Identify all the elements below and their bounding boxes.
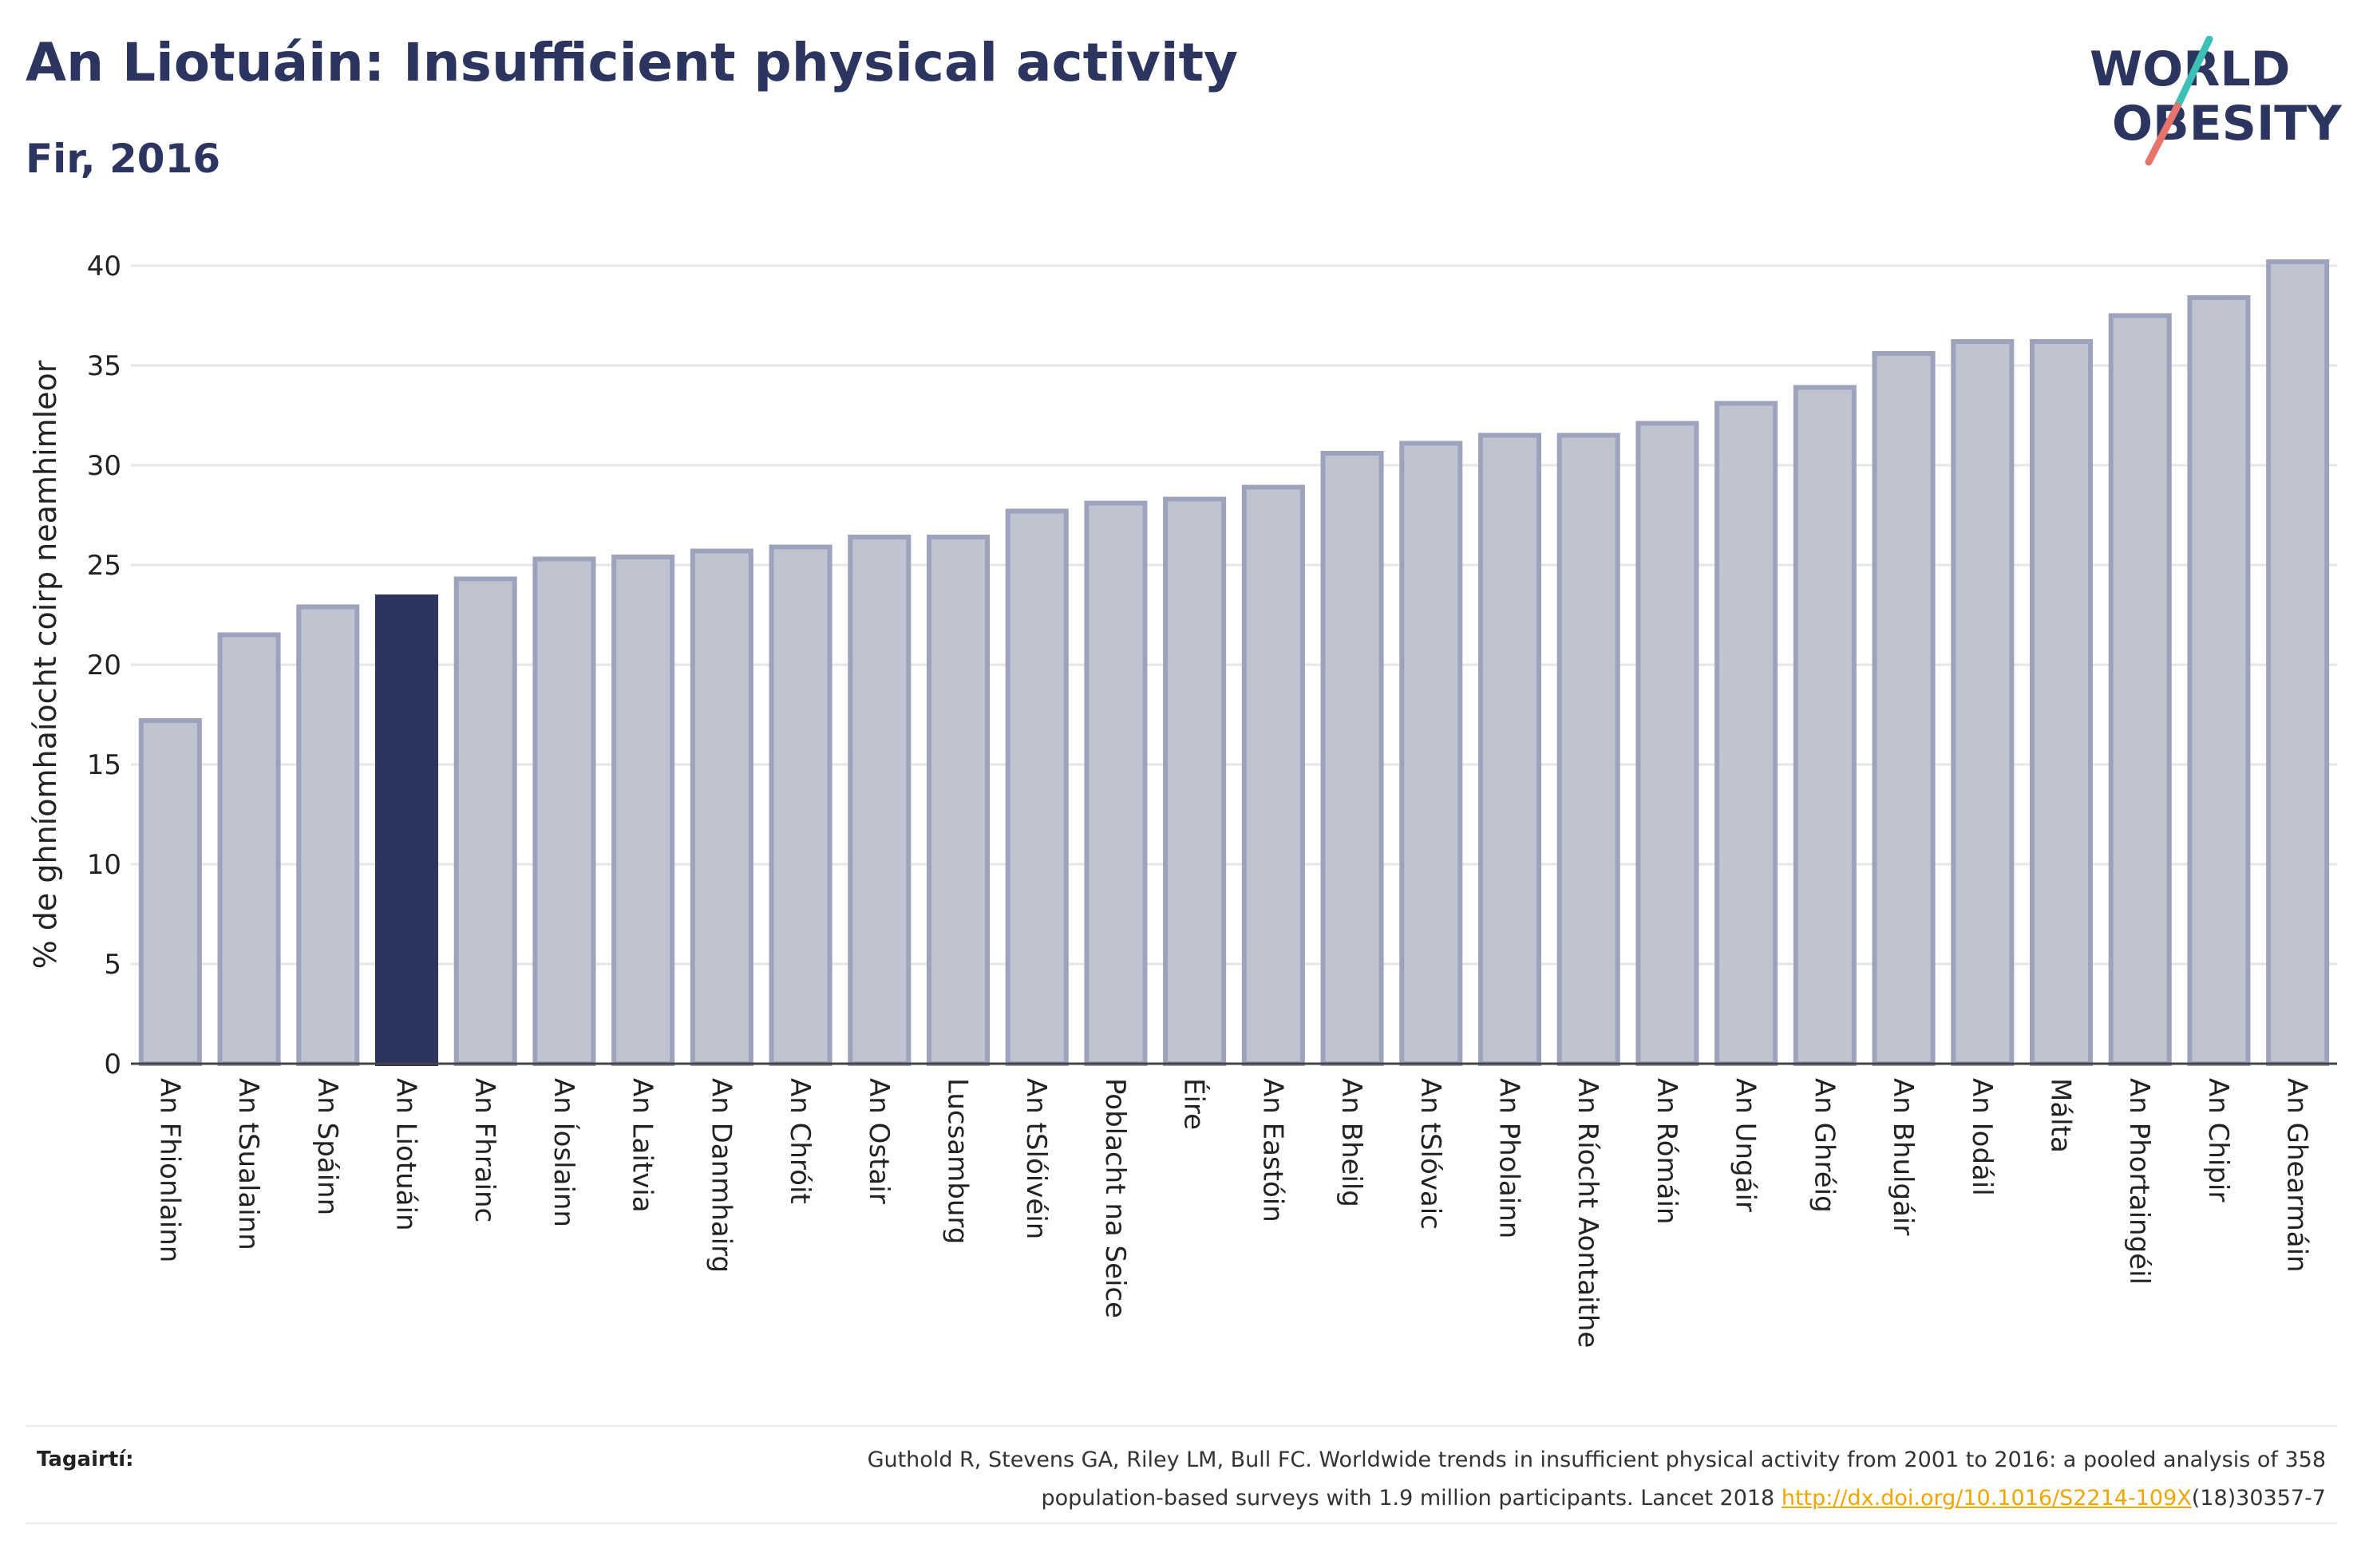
bar — [848, 535, 912, 1066]
bar — [2187, 295, 2251, 1066]
bar — [217, 632, 281, 1066]
reference-line-2: population-based surveys with 1.9 millio… — [410, 1479, 2326, 1518]
bar — [138, 718, 202, 1066]
references-text: Guthold R, Stevens GA, Riley LM, Bull FC… — [410, 1441, 2326, 1518]
reference-line-2-pre: population-based surveys with 1.9 millio… — [1041, 1486, 1782, 1511]
x-tick-label: An Fhionlainn — [153, 1078, 185, 1262]
logo-text-obesity: OBESITY — [2112, 96, 2343, 152]
x-tick-label: An Liotuáin — [390, 1078, 422, 1231]
x-tick-label: An Bheilg — [1335, 1078, 1367, 1207]
x-tick-label: An Laitvia — [627, 1078, 658, 1213]
logo-slash-coral — [2145, 102, 2181, 166]
y-tick-label: 20 — [87, 650, 121, 681]
x-tick-label: An tSualainn — [232, 1078, 264, 1250]
bar — [1793, 385, 1857, 1066]
y-tick-label: 0 — [104, 1049, 121, 1080]
x-tick-label: An Fhrainc — [469, 1078, 500, 1222]
bar — [1872, 351, 1936, 1066]
footer-divider-top — [26, 1425, 2337, 1427]
reference-line-1: Guthold R, Stevens GA, Riley LM, Bull FC… — [867, 1448, 2326, 1472]
x-tick-label: An tSlóvaic — [1414, 1078, 1446, 1230]
chart-subtitle: Fir, 2016 — [26, 136, 221, 182]
bar — [1556, 432, 1620, 1066]
y-tick-label: 30 — [87, 450, 121, 482]
x-tick-label: An Ghréig — [1808, 1078, 1840, 1213]
reference-doi-link[interactable]: http://dx.doi.org/10.1016/S2214-109X — [1781, 1486, 2192, 1511]
y-tick-label: 10 — [87, 849, 121, 881]
bar — [2029, 339, 2094, 1066]
bar — [2108, 313, 2172, 1066]
bar — [769, 544, 832, 1066]
references-label: Tagairtí: — [37, 1448, 134, 1471]
bar — [296, 604, 360, 1066]
x-tick-label: An Eastóin — [1256, 1078, 1288, 1222]
bar-chart: 0 5 10 15 20 25 30 35 40 % de ghníomhaíocht coirp… — [28, 251, 2337, 1348]
y-axis-label: % de ghníomhaíocht coirp neamhimleor — [28, 360, 63, 969]
bar — [374, 594, 439, 1066]
world-obesity-logo: WORLD OBESITY — [2090, 36, 2343, 166]
bar — [453, 576, 517, 1066]
bar — [1005, 508, 1069, 1066]
bar — [1951, 339, 2015, 1066]
x-tick-label: Málta — [2045, 1078, 2077, 1153]
bar — [611, 555, 675, 1066]
x-tick-label: An Ghearmáin — [2281, 1078, 2313, 1273]
x-tick-label: An Phortaingéil — [2123, 1078, 2155, 1285]
reference-line-2-post: (18)30357-7 — [2191, 1486, 2326, 1511]
bar — [1241, 484, 1305, 1066]
y-tick-label: 35 — [87, 350, 121, 382]
chart-title: An Liotuáin: Insufficient physical activ… — [26, 32, 1239, 93]
x-tick-label: An Iodáil — [1966, 1078, 1998, 1196]
logo-slash-teal — [2173, 36, 2213, 110]
footer-divider-bottom — [26, 1523, 2337, 1524]
bar — [1477, 432, 1542, 1066]
x-tick-label: An Pholainn — [1493, 1078, 1525, 1238]
bar — [2266, 259, 2330, 1066]
x-tick-label: An Ríocht Aontaithe — [1572, 1078, 1604, 1348]
bar — [1399, 440, 1463, 1066]
y-tick-label: 15 — [87, 749, 121, 781]
y-tick-label: 40 — [87, 251, 121, 282]
bar — [1635, 421, 1699, 1066]
bar — [532, 556, 596, 1066]
y-tick-label: 5 — [104, 949, 121, 981]
x-tick-label: An Chróit — [784, 1078, 816, 1204]
x-tick-label: An Íoslainn — [548, 1078, 580, 1227]
bar — [690, 548, 753, 1066]
bar — [1084, 500, 1148, 1066]
x-tick-label: Lucsamburg — [942, 1078, 974, 1244]
x-tick-label: Poblacht na Seice — [1099, 1078, 1131, 1318]
x-tick-label: An Bhulgáir — [1887, 1078, 1919, 1235]
x-tick-label: An tSlóivéin — [1020, 1078, 1052, 1239]
x-tick-label: Éire — [1178, 1078, 1211, 1130]
y-tick-label: 25 — [87, 550, 121, 582]
x-tick-label: An Rómáin — [1651, 1078, 1683, 1224]
x-tick-label: An Chipir — [2202, 1078, 2234, 1202]
x-tick-label: An Spáinn — [311, 1078, 343, 1215]
x-tick-label: An Ungáir — [1730, 1078, 1762, 1212]
x-tick-label: An Ostair — [863, 1078, 895, 1204]
x-tick-label: An Danmhairg — [705, 1078, 737, 1273]
bar — [1320, 451, 1384, 1066]
bar — [1714, 401, 1778, 1066]
bar — [926, 535, 991, 1066]
bar — [1163, 496, 1227, 1066]
